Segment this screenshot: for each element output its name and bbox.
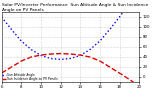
Sun Altitude Angle bbox=[1, 16, 3, 18]
Sun Incidence Angle on PV Panels bbox=[83, 55, 84, 56]
Sun Incidence Angle on PV Panels bbox=[83, 55, 85, 56]
Legend: Sun Altitude Angle, Sun Incidence Angle on PV Panels: Sun Altitude Angle, Sun Incidence Angle … bbox=[2, 73, 58, 82]
Sun Incidence Angle on PV Panels bbox=[1, 72, 3, 73]
Sun Altitude Angle bbox=[85, 51, 87, 52]
Text: Solar PV/Inverter Performance  Sun Altitude Angle & Sun Incidence Angle on PV Pa: Solar PV/Inverter Performance Sun Altitu… bbox=[2, 3, 148, 12]
Sun Altitude Angle bbox=[83, 53, 85, 54]
Line: Sun Altitude Angle: Sun Altitude Angle bbox=[2, 0, 139, 60]
Line: Sun Incidence Angle on PV Panels: Sun Incidence Angle on PV Panels bbox=[2, 54, 139, 86]
Sun Altitude Angle bbox=[117, 18, 119, 20]
Sun Altitude Angle bbox=[126, 6, 128, 7]
Sun Altitude Angle bbox=[60, 59, 61, 60]
Sun Incidence Angle on PV Panels bbox=[60, 53, 61, 54]
Sun Incidence Angle on PV Panels bbox=[138, 85, 140, 87]
Sun Altitude Angle bbox=[1, 17, 3, 18]
Sun Altitude Angle bbox=[83, 53, 84, 54]
Sun Incidence Angle on PV Panels bbox=[1, 72, 3, 74]
Sun Incidence Angle on PV Panels bbox=[117, 72, 119, 73]
Sun Incidence Angle on PV Panels bbox=[85, 56, 87, 57]
Sun Incidence Angle on PV Panels bbox=[126, 77, 128, 78]
